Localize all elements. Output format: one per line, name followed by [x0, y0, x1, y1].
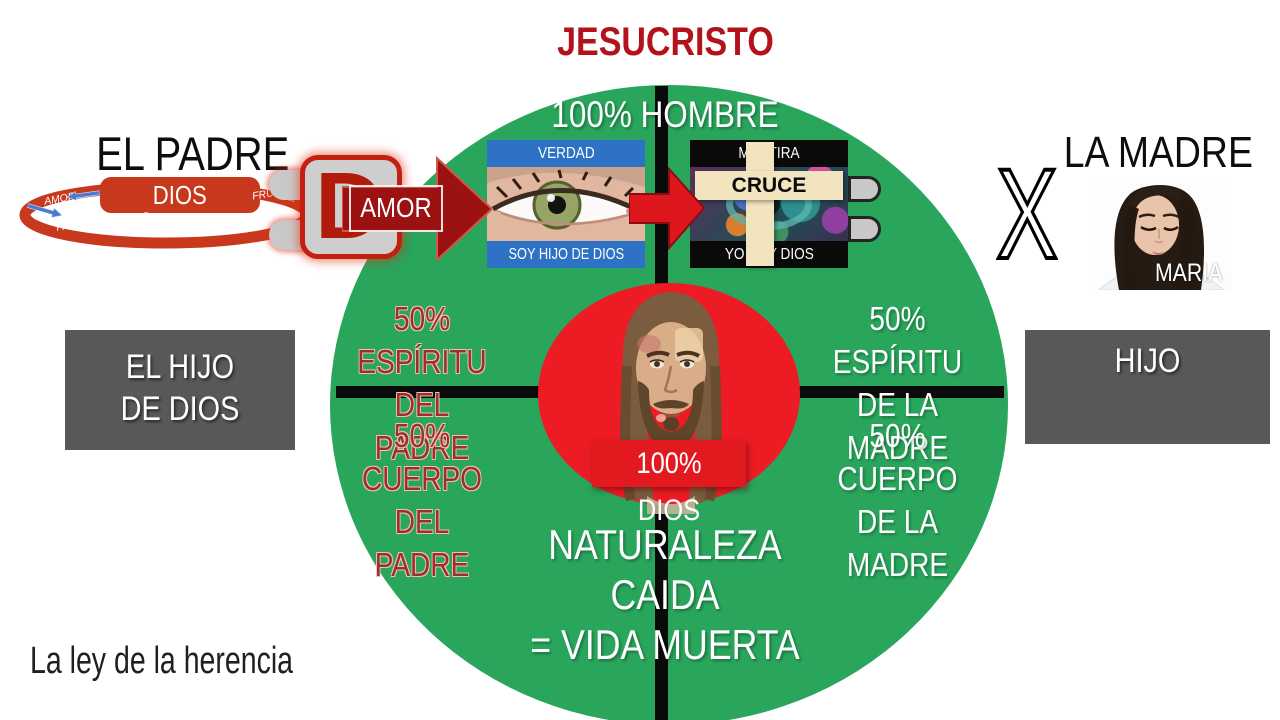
- quadrant-mother-spirit: 50% ESPÍRITU DE LA MADRE: [815, 297, 981, 469]
- father-heading: EL PADRE: [96, 127, 290, 180]
- son-of-god-box: EL HIJO DE DIOS: [65, 330, 295, 450]
- truth-card-footer: SOY HIJO DE DIOS: [487, 241, 645, 268]
- quadrant-line: 50% CUERPO: [837, 417, 958, 497]
- label-100-dios: 100% DIOS: [592, 440, 746, 527]
- fallen-nature-label: NATURALEZA CAIDA = VIDA MUERTA: [508, 520, 823, 670]
- dios-pill-text: DIOS: [152, 180, 208, 210]
- quadrant-line: 50% CUERPO: [361, 417, 483, 497]
- page-title: JESUCRISTO: [520, 20, 810, 65]
- eye-photo: [487, 167, 645, 241]
- truth-header-text: VERDAD: [537, 145, 595, 162]
- son-box-label: HIJO: [1114, 342, 1181, 380]
- cross-label: CRUCE: [731, 174, 807, 197]
- page-title-text: JESUCRISTO: [556, 20, 774, 64]
- quadrant-line: 50% ESPÍRITU: [832, 300, 963, 380]
- quadrant-line: DE LA MADRE: [846, 503, 949, 583]
- maria-photo: MARIA: [1089, 177, 1232, 290]
- cross-arrow-icon: [629, 166, 704, 251]
- cross-icon: [695, 171, 843, 200]
- flow-arrow-left-icon: [66, 190, 101, 201]
- truth-card: VERDAD SOY HIJO DE DIOS: [487, 140, 645, 268]
- label-100-dios-text: 100% DIOS: [636, 447, 702, 527]
- lie-card: MENTIRA YO SOY DIOS CRUCE: [690, 140, 848, 268]
- quadrant-line: 50% ESPÍRITU: [357, 300, 487, 380]
- maria-name-label: MARIA: [1154, 259, 1223, 287]
- mother-heading: LA MADRE: [1063, 128, 1253, 177]
- plug-prong-icon: [269, 220, 306, 250]
- quadrant-mother-body: 50% CUERPO DE LA MADRE: [815, 414, 981, 586]
- multiplication-mark: X: [995, 141, 1059, 288]
- quadrant-father-spirit: 50% ESPÍRITU DEL PADRE: [346, 297, 499, 469]
- woman-illustration: [1089, 177, 1232, 290]
- quadrant-line: DEL PADRE: [374, 386, 470, 466]
- truth-footer-text: SOY HIJO DE DIOS: [508, 246, 624, 263]
- quadrant-line: DE LA MADRE: [846, 386, 949, 466]
- flow-arrow-right-icon: [26, 203, 63, 218]
- label-100-hombre: 100% HOMBRE: [551, 94, 779, 135]
- plug-prong-icon: [848, 176, 881, 202]
- son-box: HIJO: [1025, 330, 1270, 444]
- cross-icon: [746, 142, 774, 266]
- quadrant-line: DEL PADRE: [374, 503, 470, 583]
- plug-prong-icon: [269, 170, 306, 200]
- amor-arrow-label: AMOR: [349, 185, 443, 232]
- dios-pill: DIOS: [100, 177, 260, 213]
- fallen-nature-line: = VIDA MUERTA: [530, 621, 800, 668]
- amor-arrow-text: AMOR: [360, 192, 432, 223]
- son-of-god-line: EL HIJO: [125, 348, 235, 386]
- truth-card-header: VERDAD: [487, 140, 645, 167]
- son-of-god-line: DE DIOS: [120, 390, 240, 428]
- fallen-nature-line: NATURALEZA CAIDA: [548, 521, 782, 618]
- plug-prong-icon: [848, 216, 881, 242]
- footer-caption: La ley de la herencia: [30, 640, 294, 682]
- quadrant-father-body: 50% CUERPO DEL PADRE: [346, 414, 499, 586]
